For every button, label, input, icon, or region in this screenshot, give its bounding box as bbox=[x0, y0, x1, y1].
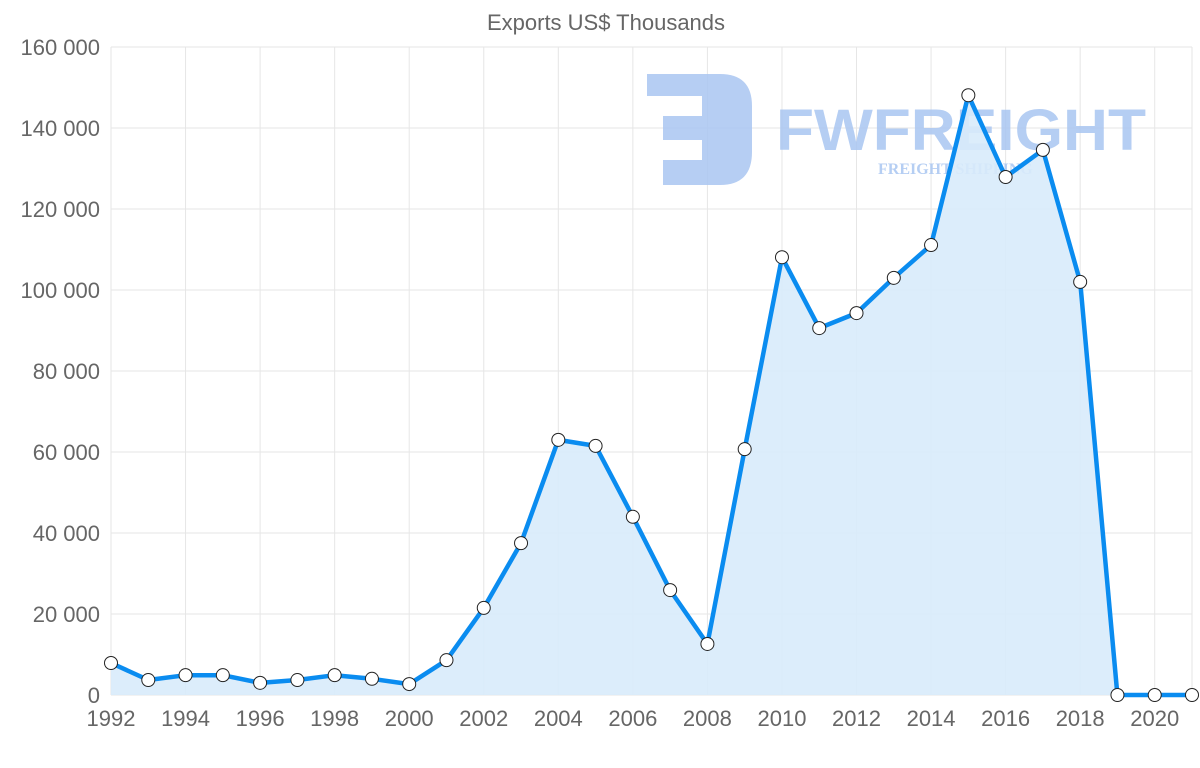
x-tick-label: 2006 bbox=[608, 706, 657, 731]
data-point bbox=[253, 675, 268, 690]
data-point bbox=[774, 250, 789, 265]
y-tick-label: 120 000 bbox=[20, 197, 100, 222]
y-tick-label: 20 000 bbox=[33, 602, 100, 627]
y-tick-label: 140 000 bbox=[20, 116, 100, 141]
x-tick-label: 2008 bbox=[683, 706, 732, 731]
chart-title: Exports US$ Thousands bbox=[487, 10, 725, 35]
y-tick-label: 40 000 bbox=[33, 521, 100, 546]
data-point bbox=[737, 442, 752, 457]
x-axis-ticks: 1992 1994 1996 1998 2000 2002 2004 2006 2008 2010… bbox=[87, 706, 1180, 731]
data-point bbox=[141, 673, 156, 688]
data-point bbox=[812, 321, 827, 336]
x-tick-label: 1994 bbox=[161, 706, 210, 731]
data-point bbox=[364, 671, 379, 686]
data-point bbox=[402, 677, 417, 692]
data-point bbox=[178, 668, 193, 683]
x-tick-label: 2014 bbox=[907, 706, 956, 731]
y-tick-label: 80 000 bbox=[33, 359, 100, 384]
x-tick-label: 1996 bbox=[236, 706, 285, 731]
data-point bbox=[1110, 688, 1125, 702]
data-point bbox=[1147, 688, 1162, 702]
data-points bbox=[104, 88, 1199, 702]
x-tick-label: 2012 bbox=[832, 706, 881, 731]
data-point bbox=[886, 270, 901, 285]
data-point bbox=[1185, 688, 1199, 702]
x-tick-label: 2020 bbox=[1130, 706, 1179, 731]
y-tick-label: 100 000 bbox=[20, 278, 100, 303]
y-tick-label: 60 000 bbox=[33, 440, 100, 465]
data-point bbox=[700, 636, 715, 651]
data-point bbox=[1035, 142, 1050, 157]
x-tick-label: 1992 bbox=[87, 706, 136, 731]
y-tick-label: 0 bbox=[88, 683, 100, 708]
data-point bbox=[998, 170, 1013, 185]
data-point bbox=[924, 238, 939, 253]
data-point bbox=[849, 306, 864, 321]
y-tick-label: 160 000 bbox=[20, 35, 100, 60]
data-point bbox=[439, 653, 454, 668]
x-tick-label: 1998 bbox=[310, 706, 359, 731]
data-point bbox=[327, 668, 342, 683]
area-fill bbox=[111, 95, 1192, 695]
x-tick-label: 2018 bbox=[1056, 706, 1105, 731]
data-point bbox=[215, 668, 230, 683]
data-point bbox=[663, 583, 678, 598]
x-tick-label: 2016 bbox=[981, 706, 1030, 731]
y-axis-ticks: 0 20 000 40 000 60 000 80 000 100 000 120 000 1… bbox=[20, 35, 100, 708]
x-tick-label: 2000 bbox=[385, 706, 434, 731]
data-point bbox=[514, 536, 529, 551]
data-point bbox=[551, 432, 566, 447]
fwfreight-watermark-logo: FWFREIGHT FREIGHT SHIPPING bbox=[647, 74, 1146, 185]
data-point bbox=[588, 438, 603, 453]
data-point bbox=[104, 656, 118, 671]
data-point bbox=[1073, 274, 1088, 289]
data-point bbox=[476, 600, 491, 615]
data-point bbox=[290, 673, 305, 688]
data-point bbox=[625, 509, 640, 524]
x-tick-label: 2002 bbox=[459, 706, 508, 731]
data-point bbox=[961, 88, 976, 103]
logo-mark-icon bbox=[647, 74, 752, 185]
x-tick-label: 2004 bbox=[534, 706, 583, 731]
x-tick-label: 2010 bbox=[757, 706, 806, 731]
